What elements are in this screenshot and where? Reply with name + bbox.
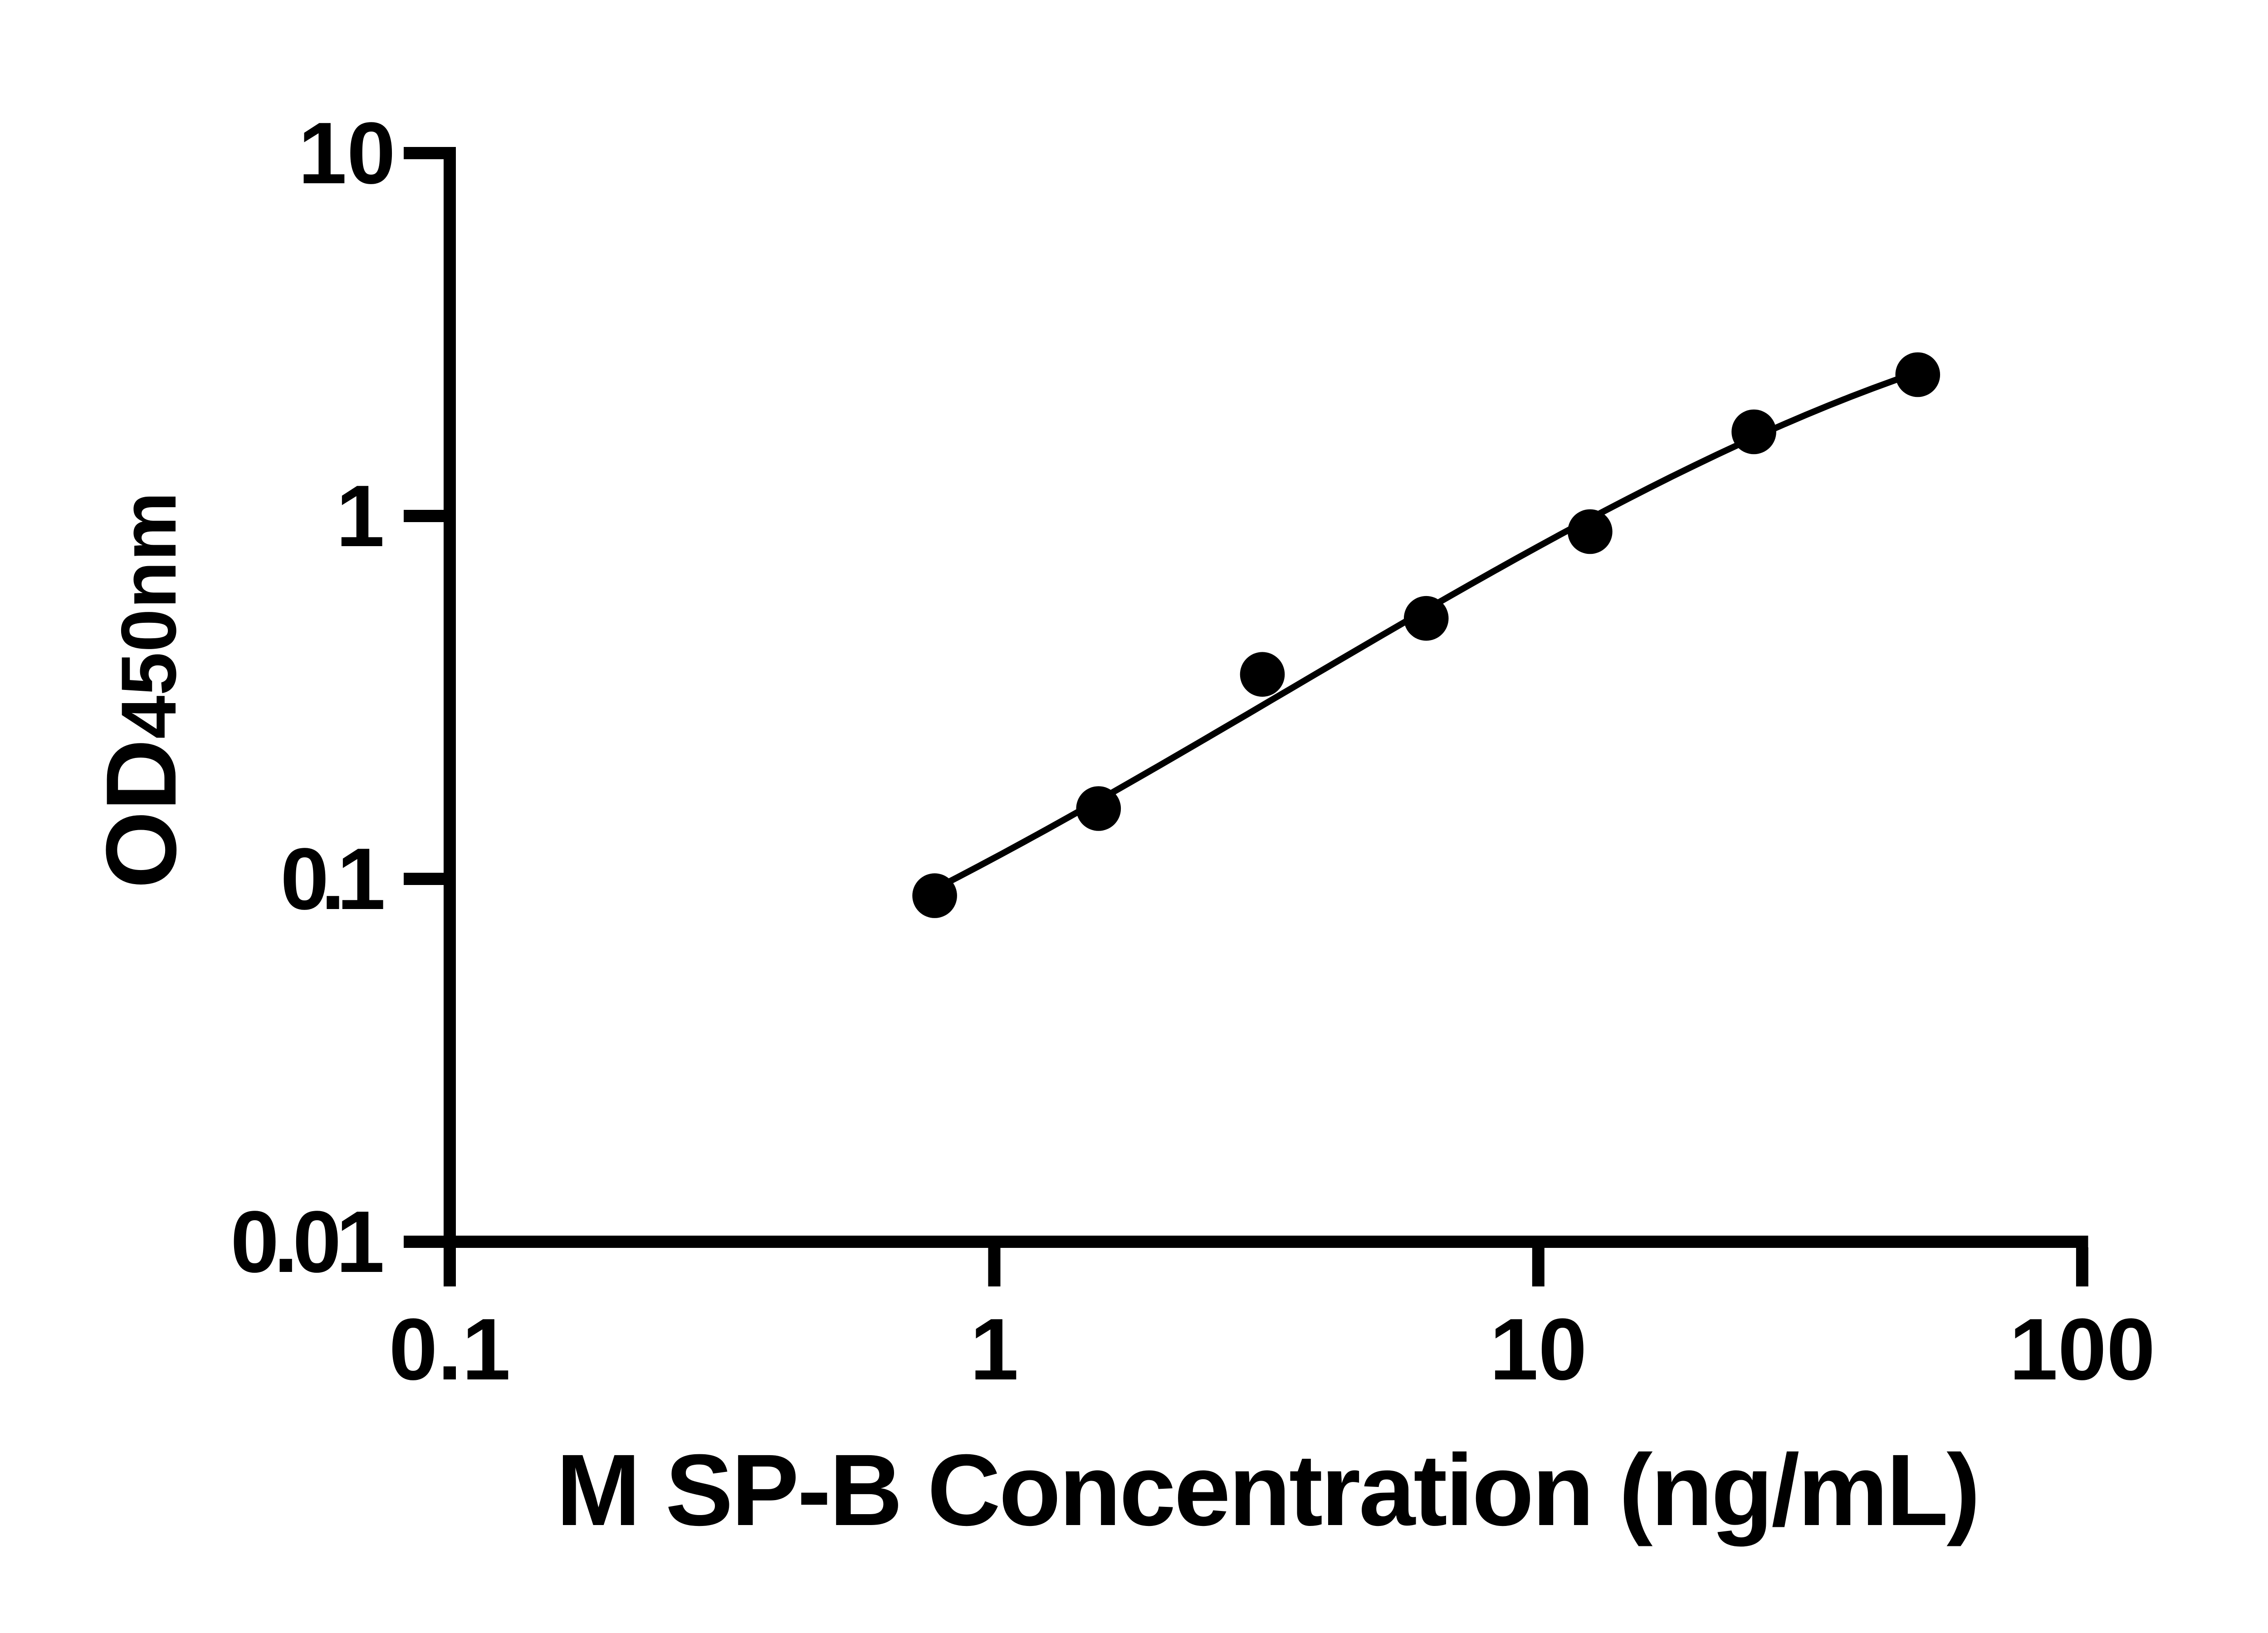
svg-text:1: 1 <box>336 467 385 565</box>
svg-text:10: 10 <box>298 104 396 202</box>
svg-text:0.01: 0.01 <box>230 1193 385 1291</box>
svg-text:OD450nm: OD450nm <box>85 492 197 889</box>
svg-text:0.1: 0.1 <box>389 1300 510 1398</box>
svg-text:10: 10 <box>1490 1300 1587 1398</box>
svg-text:1: 1 <box>970 1300 1018 1398</box>
svg-text:100: 100 <box>2009 1300 2155 1398</box>
svg-text:M SP-B Concentration (ng/mL): M SP-B Concentration (ng/mL) <box>556 1433 1980 1547</box>
svg-text:0.1: 0.1 <box>280 830 386 928</box>
